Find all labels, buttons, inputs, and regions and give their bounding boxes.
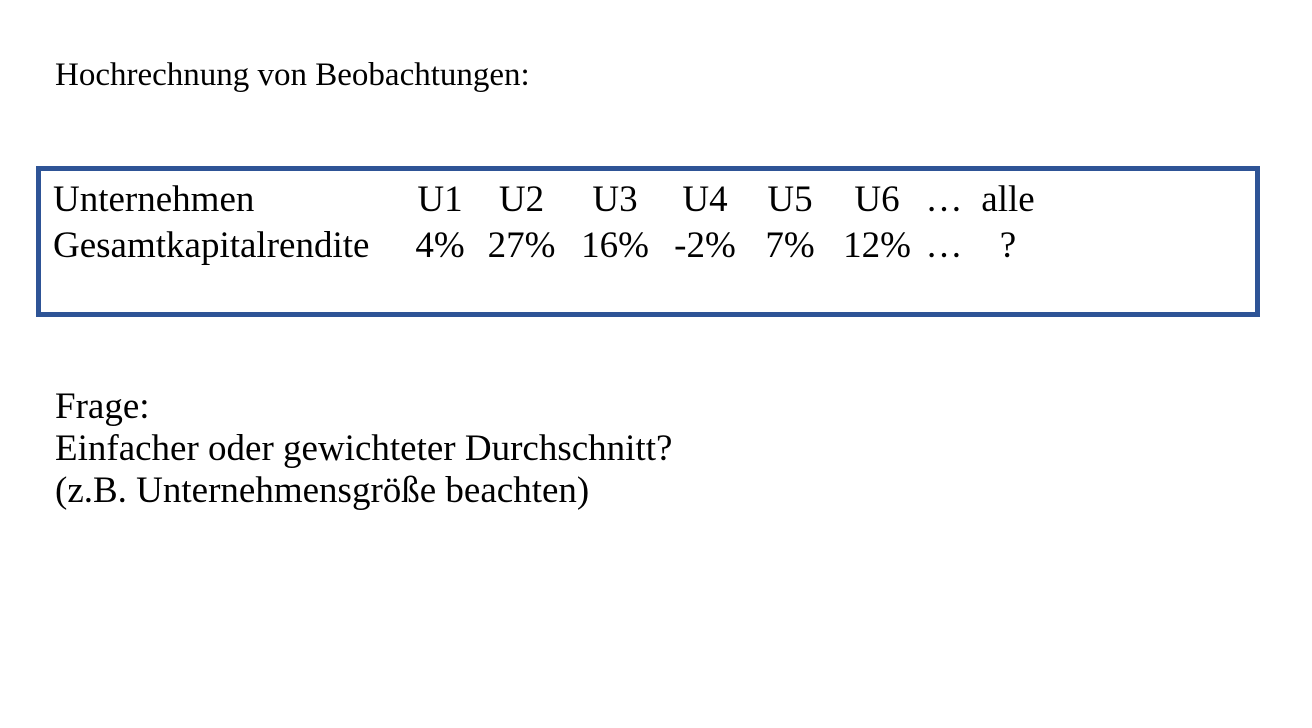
table-cell-return-u3: 16%	[581, 225, 649, 266]
table-row-returns: Gesamtkapitalrendite 4% 27% 16% -2% 7% 1…	[53, 223, 1255, 269]
table-row-companies: Unternehmen U1 U2 U3 U4 U5 U6 … alle	[53, 177, 1255, 223]
question-label: Frage:	[55, 386, 150, 427]
table-cell-u6: U6	[854, 179, 900, 220]
table-cell-return-u6: 12%	[843, 225, 911, 266]
table-cell-alle: alle	[981, 179, 1035, 220]
table-cell-return-u5: 7%	[765, 225, 815, 266]
table-cell-return-alle: ?	[999, 225, 1017, 266]
row-header-unternehmen: Unternehmen	[53, 179, 255, 220]
row-header-gesamtkapitalrendite: Gesamtkapitalrendite	[53, 225, 370, 266]
table-cell-return-u1: 4%	[415, 225, 465, 266]
table-cell-return-u2: 27%	[487, 225, 556, 266]
table-cell-u2: U2	[498, 179, 545, 220]
question-line-hinweis: (z.B. Unternehmensgröße beachten)	[55, 470, 590, 511]
table-cell-return-ellipsis: …	[925, 225, 963, 266]
table-cell-return-u4: -2%	[674, 225, 736, 266]
table-cell-u5: U5	[767, 179, 813, 220]
question-block: Frage: Einfacher oder gewichteter Durchs…	[55, 386, 672, 512]
table-cell-u1: U1	[417, 179, 463, 220]
observations-box: Unternehmen U1 U2 U3 U4 U5 U6 … alle Ges…	[36, 166, 1260, 317]
table-cell-ellipsis: …	[925, 179, 963, 220]
question-line-durchschnitt: Einfacher oder gewichteter Durchschnitt?	[55, 428, 673, 469]
slide-title: Hochrechnung von Beobachtungen:	[55, 57, 530, 93]
table-cell-u4: U4	[682, 179, 728, 220]
table-cell-u3: U3	[592, 179, 638, 220]
